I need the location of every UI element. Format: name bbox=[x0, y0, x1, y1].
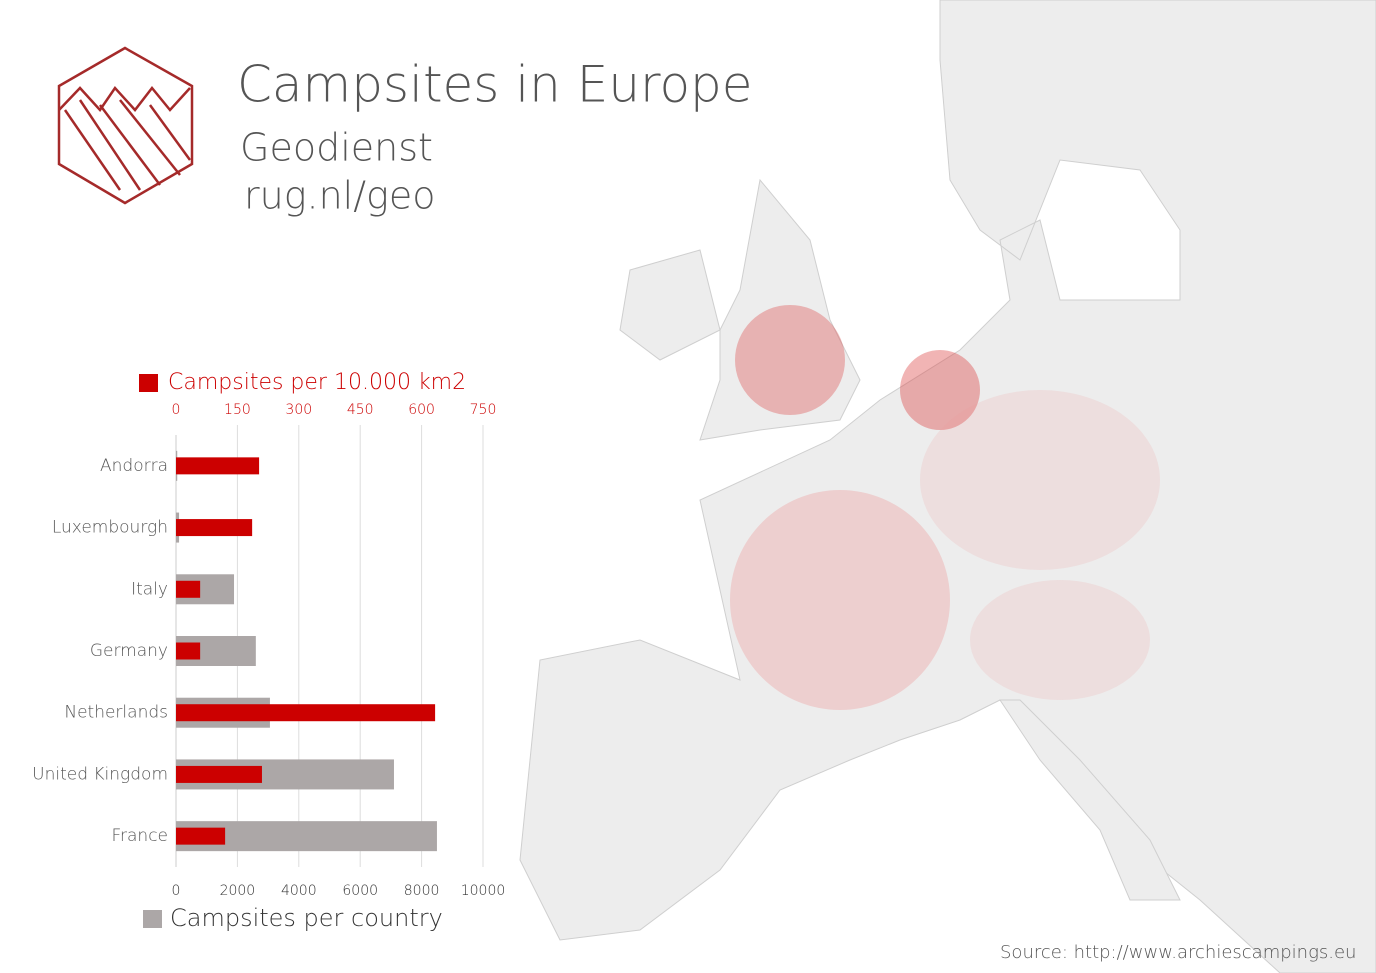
y-tick-label: Netherlands bbox=[64, 703, 168, 723]
bar bbox=[176, 827, 226, 845]
url: rug.nl/geo bbox=[244, 174, 435, 218]
legend-swatch bbox=[139, 374, 158, 392]
bar bbox=[176, 765, 262, 783]
x-tick-label: 0 bbox=[172, 883, 181, 899]
x2-tick-label: 150 bbox=[224, 402, 251, 418]
y-tick-label: Germany bbox=[90, 641, 168, 661]
y-tick-label: United Kingdom bbox=[32, 764, 168, 784]
source: Source: http://www.archiescampings.eu bbox=[1000, 942, 1356, 963]
x-tick-label: 6000 bbox=[342, 883, 378, 899]
bar bbox=[176, 642, 201, 660]
bar bbox=[176, 580, 201, 598]
logo bbox=[57, 46, 194, 205]
bar bbox=[176, 704, 436, 722]
bar bbox=[176, 457, 260, 475]
y-tick-label: France bbox=[111, 826, 168, 846]
x2-tick-label: 450 bbox=[347, 402, 374, 418]
bar-chart: 0 2000 4000 6000 8000 10000 0 150 300 450 600 750 An… bbox=[32, 370, 505, 932]
x-tick-label: 10000 bbox=[461, 883, 506, 899]
legend-label: Campsites per country bbox=[170, 904, 443, 932]
subtitle: Geodienst bbox=[240, 126, 433, 170]
x2-tick-label: 750 bbox=[470, 402, 497, 418]
legend-swatch bbox=[143, 910, 162, 928]
x-tick-label: 8000 bbox=[404, 883, 440, 899]
bar bbox=[176, 519, 253, 537]
x2-tick-label: 600 bbox=[408, 402, 435, 418]
x2-tick-label: 300 bbox=[285, 402, 312, 418]
y-tick-label: Luxembourgh bbox=[52, 518, 168, 538]
title: Campsites in Europe bbox=[237, 56, 753, 114]
y-tick-label: Italy bbox=[131, 579, 168, 599]
x-tick-label: 4000 bbox=[281, 883, 317, 899]
x2-tick-label: 0 bbox=[172, 402, 181, 418]
x-tick-label: 2000 bbox=[220, 883, 256, 899]
y-tick-label: Andorra bbox=[100, 456, 168, 476]
legend-label: Campsites per 10.000 km2 bbox=[168, 370, 466, 395]
